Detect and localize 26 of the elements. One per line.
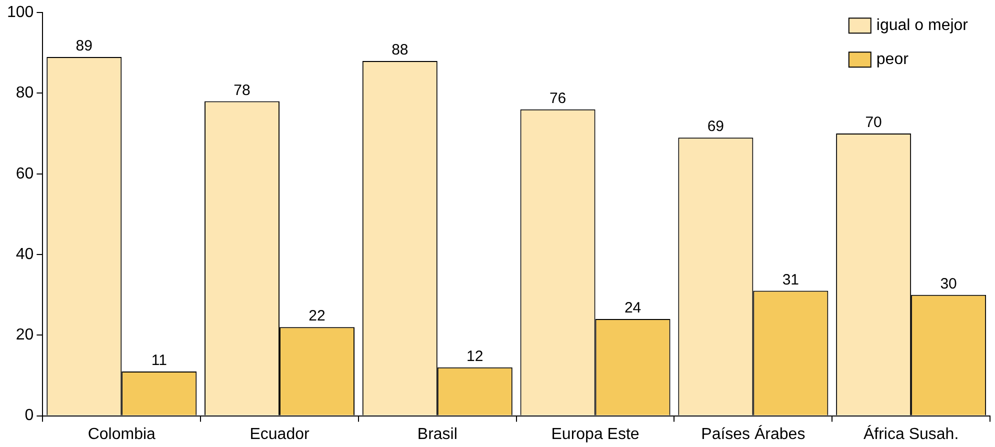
data-label: 70 [865, 114, 882, 132]
legend-label: peor [876, 51, 910, 68]
y-tick-label: 80 [16, 84, 34, 102]
legend-label: igual o mejor [876, 17, 969, 34]
y-tick-label: 20 [16, 326, 34, 344]
x-tick-label: Brasil [417, 426, 458, 443]
data-label: 22 [308, 308, 326, 325]
x-tick-label: Colombia [88, 426, 156, 443]
y-tick-label: 40 [16, 246, 34, 263]
y-tick-label: 100 [6, 4, 34, 22]
data-label: 24 [624, 300, 642, 317]
data-label: 76 [549, 90, 566, 108]
data-label: 69 [707, 118, 724, 136]
data-label: 88 [392, 42, 408, 59]
data-label: 89 [76, 38, 92, 55]
x-tick-label: Ecuador [250, 426, 310, 443]
y-tick-label: 60 [16, 165, 34, 182]
data-label: 30 [940, 275, 957, 292]
x-tick-label: Países Árabes [701, 424, 806, 443]
y-tick-label: 0 [24, 407, 34, 424]
data-label: 11 [151, 352, 167, 370]
data-label: 78 [234, 82, 250, 99]
x-tick-label: Europa Este [551, 426, 640, 443]
x-tick-label: África Susah. [863, 424, 959, 443]
data-label: 31 [782, 271, 800, 288]
data-label: 12 [466, 348, 484, 366]
